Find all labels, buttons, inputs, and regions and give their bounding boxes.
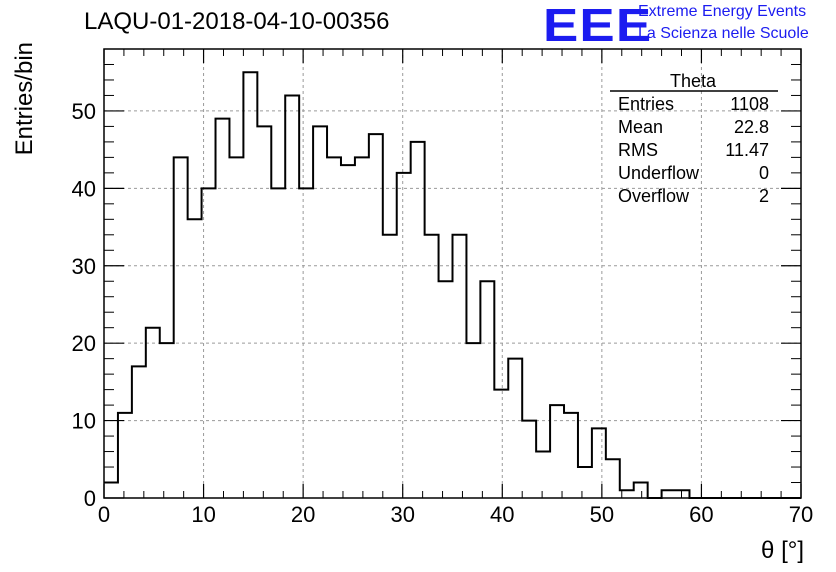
histogram-bin <box>188 219 202 498</box>
histogram-bin <box>341 165 355 498</box>
y-tick-label: 10 <box>72 409 96 434</box>
histogram-bin <box>229 157 243 498</box>
histogram-bin <box>536 452 550 498</box>
histogram-bin <box>425 235 439 498</box>
stats-row: RMS 11.47 <box>618 140 769 160</box>
stats-label: RMS <box>618 140 658 160</box>
x-tick-label: 0 <box>98 502 110 527</box>
eee-logo: EEE <box>543 0 653 51</box>
x-tick-label: 70 <box>789 502 813 527</box>
histogram-bin <box>202 188 216 498</box>
stats-box: Theta Entries 1108 Mean 22.8 RMS 11.47 Underfl… <box>610 71 778 206</box>
x-tick-label: 50 <box>590 502 614 527</box>
histogram-outline <box>104 71 801 499</box>
histogram-bin <box>299 188 313 498</box>
x-tick-label: 60 <box>689 502 713 527</box>
histogram-bin <box>676 490 690 498</box>
y-tick-label: 30 <box>72 254 96 279</box>
x-tick-label: 20 <box>291 502 315 527</box>
histogram-bin <box>606 459 620 498</box>
histogram-bin <box>439 281 453 498</box>
logo-line-2: La Scienza nelle Scuole <box>638 25 809 42</box>
stats-label: Entries <box>618 94 674 114</box>
chart-title: LAQU-01-2018-04-10-00356 <box>84 8 390 35</box>
y-tick-label: 50 <box>72 99 96 124</box>
stats-row: Overflow 2 <box>618 186 769 206</box>
histogram-bin <box>508 359 522 498</box>
histogram-bin <box>634 483 648 498</box>
histogram-bin <box>355 157 369 498</box>
y-tick-label: 20 <box>72 331 96 356</box>
y-tick-label: 40 <box>72 176 96 201</box>
stats-value: 0 <box>759 163 769 183</box>
histogram-bars <box>104 71 801 499</box>
histogram-bin <box>453 235 467 498</box>
stats-value: 22.8 <box>734 117 769 137</box>
histogram-bin <box>397 173 411 498</box>
histogram-bin <box>592 428 606 498</box>
x-tick-label: 30 <box>390 502 414 527</box>
x-axis-label: θ [°] <box>761 537 804 564</box>
histogram-bin <box>243 72 257 498</box>
histogram-bin <box>132 366 146 498</box>
axes <box>103 48 802 499</box>
stats-title: Theta <box>670 71 717 91</box>
logo-line-1: Extreme Energy Events <box>638 3 807 20</box>
histogram-bin <box>466 343 480 498</box>
stats-label: Overflow <box>618 186 690 206</box>
histogram-bin <box>285 95 299 498</box>
plot-frame <box>103 48 802 499</box>
histogram-bin <box>564 413 578 498</box>
stats-row: Mean 22.8 <box>618 117 769 137</box>
stats-value: 11.47 <box>725 140 769 160</box>
histogram-bin <box>257 126 271 498</box>
histogram-bin <box>327 157 341 498</box>
histogram-bin <box>271 188 285 498</box>
histogram-bin <box>550 405 564 498</box>
stats-row: Entries 1108 <box>618 94 769 114</box>
histogram-bin <box>480 281 494 498</box>
x-tick-label: 40 <box>490 502 514 527</box>
stats-label: Underflow <box>618 163 700 183</box>
histogram-bin <box>411 142 425 498</box>
histogram-bin <box>522 421 536 498</box>
y-axis-label: Entries/bin <box>11 42 38 155</box>
stats-row: Underflow 0 <box>618 163 769 183</box>
histogram-bin <box>578 467 592 498</box>
histogram-bin <box>494 390 508 498</box>
x-tick-label: 10 <box>191 502 215 527</box>
stats-label: Mean <box>618 117 663 137</box>
histogram-bin <box>104 483 118 498</box>
histogram-bin <box>313 126 327 498</box>
histogram-bin <box>383 235 397 498</box>
histogram-bin <box>662 490 676 498</box>
histogram-bin <box>216 119 230 498</box>
stats-value: 1108 <box>730 94 769 114</box>
histogram-bin <box>174 157 188 498</box>
grid <box>104 49 801 498</box>
y-tick-label: 0 <box>84 486 96 511</box>
histogram-bin <box>118 413 132 498</box>
histogram-bin <box>146 328 160 498</box>
histogram-bin <box>160 343 174 498</box>
stats-value: 2 <box>759 186 769 206</box>
histogram-bin <box>369 134 383 498</box>
